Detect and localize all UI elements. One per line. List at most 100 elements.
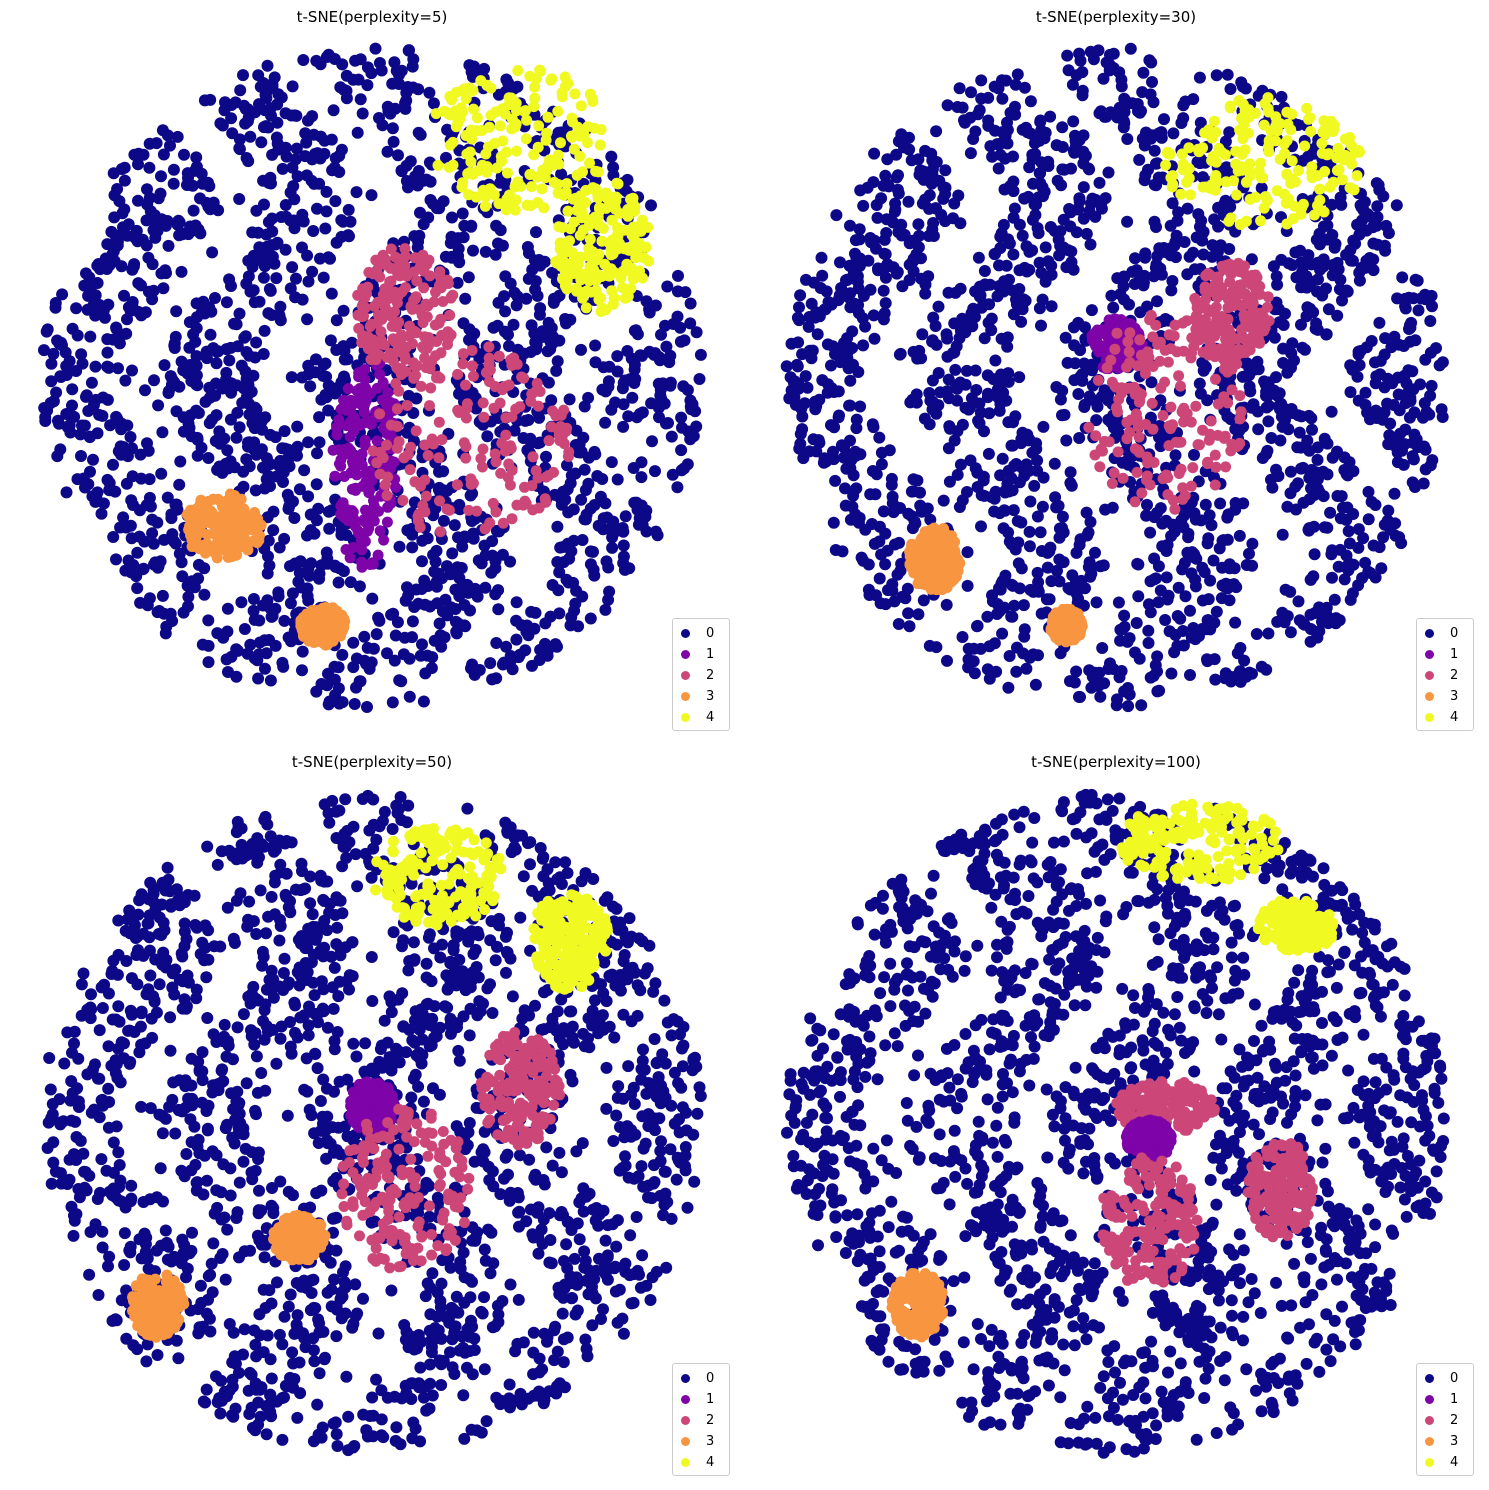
scatter-point xyxy=(1354,199,1367,212)
cluster-class-3 xyxy=(295,602,351,651)
scatter-point xyxy=(119,374,132,387)
scatter-point xyxy=(1197,248,1210,261)
scatter-point xyxy=(1360,341,1373,354)
scatter-point xyxy=(233,143,246,156)
scatter-point xyxy=(273,309,286,321)
scatter-point xyxy=(375,326,387,338)
scatter-point xyxy=(171,130,184,143)
scatter-point xyxy=(521,114,533,126)
scatter-point xyxy=(477,443,489,455)
scatter-point xyxy=(1080,506,1093,519)
scatter-point xyxy=(1132,558,1145,571)
scatter-point xyxy=(572,258,584,270)
scatter-point xyxy=(198,94,211,107)
scatter-point xyxy=(530,338,543,351)
scatter-point xyxy=(552,105,564,117)
scatter-point xyxy=(1433,359,1446,372)
scatter-point xyxy=(204,328,217,341)
scatter-point xyxy=(227,516,239,528)
scatter-point xyxy=(571,169,583,181)
scatter-point xyxy=(125,532,138,545)
scatter-point xyxy=(902,195,915,208)
scatter-point xyxy=(1417,411,1429,424)
scatter-point xyxy=(310,514,323,527)
scatter-point xyxy=(1334,191,1347,204)
scatter-point xyxy=(887,216,900,229)
scatter-point xyxy=(490,506,502,518)
scatter-point xyxy=(939,164,952,177)
scatter-point xyxy=(941,99,954,112)
scatter-point xyxy=(237,69,249,82)
scatter-point xyxy=(279,107,292,120)
scatter-point xyxy=(825,298,838,311)
scatter-point xyxy=(382,387,394,399)
scatter-point xyxy=(401,400,413,411)
scatter-point xyxy=(576,534,589,546)
scatter-point xyxy=(531,72,542,84)
legend-entry: 4 xyxy=(681,707,723,728)
scatter-point xyxy=(348,410,359,422)
scatter-point xyxy=(553,607,566,620)
scatter-point xyxy=(391,346,403,358)
scatter-point xyxy=(991,138,1004,151)
scatter-point xyxy=(122,301,135,314)
scatter-point xyxy=(1145,376,1158,389)
scatter-point xyxy=(813,393,826,406)
scatter-point xyxy=(101,360,114,373)
scatter-point xyxy=(1303,493,1316,506)
scatter-point xyxy=(1211,246,1224,259)
scatter-point xyxy=(526,181,538,193)
scatter-point xyxy=(551,556,564,568)
scatter-point xyxy=(187,204,200,217)
scatter-point xyxy=(333,414,345,426)
scatter-point xyxy=(534,436,546,449)
scatter-point xyxy=(847,358,859,371)
scatter-point xyxy=(533,120,545,132)
scatter-point xyxy=(1293,426,1306,439)
scatter-point xyxy=(593,294,605,306)
legend-label: 0 xyxy=(706,626,715,641)
scatter-point xyxy=(55,371,67,383)
scatter-point xyxy=(82,289,95,302)
scatter-point xyxy=(157,148,170,161)
scatter-point xyxy=(1099,192,1112,205)
scatter-point xyxy=(260,473,273,486)
scatter-point xyxy=(167,163,180,176)
scatter-point xyxy=(606,285,618,297)
scatter-point xyxy=(374,368,386,380)
scatter-point xyxy=(992,82,1005,95)
scatter-point xyxy=(1039,126,1052,139)
scatter-point xyxy=(1417,477,1430,490)
scatter-point xyxy=(301,249,314,262)
scatter-point xyxy=(296,664,308,677)
scatter-point xyxy=(837,451,850,464)
scatter-point xyxy=(563,393,576,406)
scatter-point xyxy=(1210,605,1223,618)
scatter-point xyxy=(514,401,526,413)
scatter-point xyxy=(84,330,97,343)
scatter-point xyxy=(578,400,591,413)
scatter-point xyxy=(649,299,662,312)
scatter-point xyxy=(1031,454,1044,467)
scatter-point xyxy=(592,192,604,204)
scatter-point xyxy=(481,430,494,443)
scatter-point xyxy=(1324,506,1337,519)
scatter-point xyxy=(1065,479,1078,492)
legend-label: 3 xyxy=(706,689,715,704)
scatter-point xyxy=(424,270,436,282)
scatter-point xyxy=(793,442,806,455)
scatter-point xyxy=(557,485,570,498)
scatter-point xyxy=(829,544,842,556)
scatter-point xyxy=(460,412,472,424)
scatter-point xyxy=(290,142,303,155)
scatter-point xyxy=(1085,304,1098,317)
legend-marker xyxy=(681,692,690,701)
scatter-point xyxy=(590,165,602,177)
scatter-point xyxy=(61,421,74,434)
scatter-point xyxy=(338,344,351,357)
scatter-point xyxy=(419,439,431,451)
scatter-point xyxy=(1100,56,1113,69)
scatter-point xyxy=(1347,465,1360,478)
scatter-point xyxy=(675,464,688,477)
scatter-point xyxy=(1074,691,1086,703)
